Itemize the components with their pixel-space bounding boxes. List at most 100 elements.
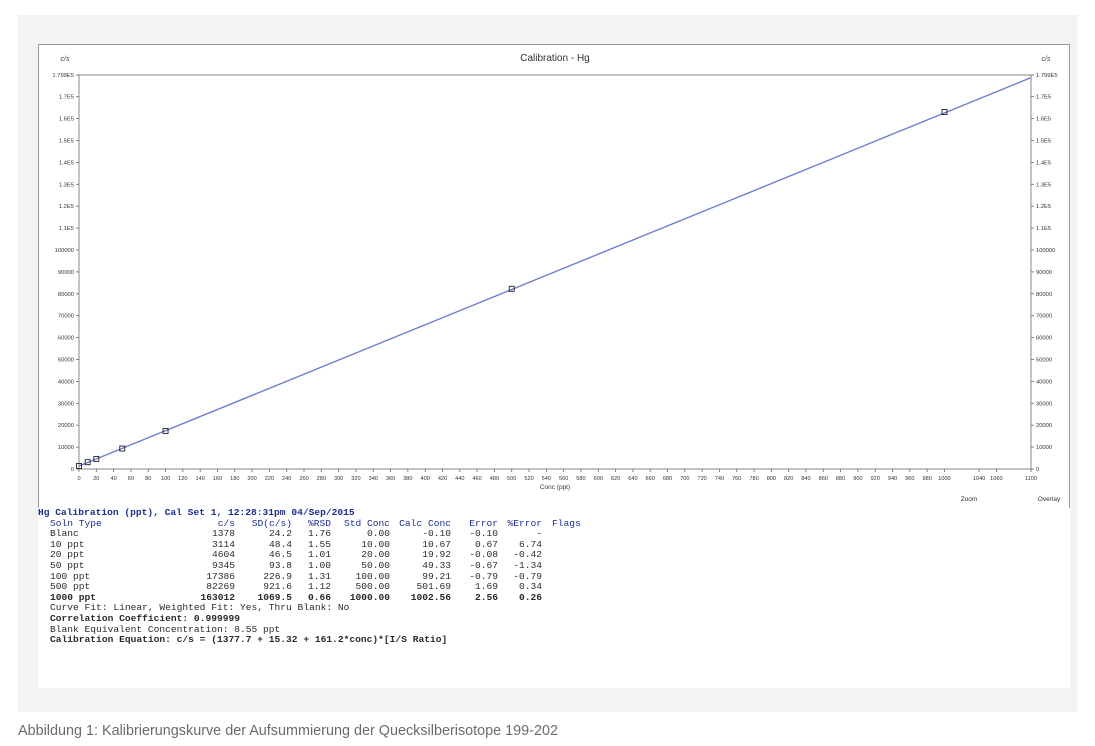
- y-tick-label-left: 50000: [58, 357, 74, 363]
- x-tick-label: 260: [299, 476, 308, 482]
- results-cell: 20.00: [361, 549, 390, 561]
- results-row: 100 ppt 17386 226.9 1.31 100.00 99.21 -0.79 -0.…: [38, 570, 1070, 583]
- results-cell: 1000.00: [349, 591, 390, 603]
- results-cell: 20 ppt: [50, 549, 85, 561]
- results-cell: 500.00: [355, 581, 390, 593]
- results-cell: -0.42: [513, 549, 542, 561]
- calibration-point: [508, 285, 515, 292]
- results-cell: 4604: [211, 549, 235, 561]
- x-tick-label: 1040: [973, 476, 985, 482]
- x-tick-label: 340: [369, 476, 378, 482]
- results-cell: Blanc: [50, 528, 79, 540]
- y-tick-label-right: 1.7E5: [1036, 95, 1051, 101]
- results-cell: 99.21: [422, 570, 451, 582]
- results-cell: 0.26: [518, 591, 542, 603]
- x-tick-label: 840: [801, 476, 810, 482]
- results-row: Blanc 1378 24.2 1.76 0.00 -0.10 -0.10 -: [38, 529, 1070, 540]
- y-tick-label-right: 20000: [1036, 423, 1052, 429]
- x-tick-label: 680: [663, 476, 672, 482]
- y-tick-label-right: 100000: [1036, 248, 1055, 254]
- results-column-header: SD(c/s): [251, 517, 292, 529]
- x-tick-label: 740: [715, 476, 724, 482]
- results-cell: 1.12: [307, 581, 331, 593]
- results-column-header: c/s: [217, 517, 235, 529]
- y-tick-label-right: 50000: [1036, 357, 1052, 363]
- y-tick-label-right: 30000: [1036, 401, 1052, 407]
- results-cell: 0.00: [366, 528, 390, 540]
- results-cell: 1.55: [307, 538, 331, 550]
- results-cell: -0.79: [469, 570, 498, 582]
- x-tick-label: 0: [77, 476, 80, 482]
- y-tick-label-right: 90000: [1036, 270, 1052, 276]
- results-cell: 1.00: [307, 559, 331, 571]
- figure-caption: Abbildung 1: Kalibrierungskurve der Aufs…: [18, 723, 558, 739]
- zoom-button[interactable]: Zoom: [961, 496, 978, 503]
- results-cell: 1002.56: [410, 591, 451, 603]
- results-cell: 93.8: [268, 559, 292, 571]
- x-tick-label: 220: [265, 476, 274, 482]
- x-tick-label: 420: [438, 476, 447, 482]
- results-cell: -0.67: [469, 559, 498, 571]
- results-row: 50 ppt 9345 93.8 1.00 50.00 49.33 -0.67 -1.34: [38, 559, 1070, 572]
- x-tick-label: 400: [421, 476, 430, 482]
- results-row: 1000 ppt 163012 1069.5 0.66 1000.00 1002.56 2.…: [38, 591, 1070, 604]
- y-tick-label-right: 60000: [1036, 336, 1052, 342]
- chart-title: Calibration - Hg: [520, 53, 589, 64]
- x-tick-label: 780: [749, 476, 758, 482]
- y-tick-label-left: 1.4E5: [59, 160, 74, 166]
- results-cell: -: [536, 528, 542, 540]
- y-tick-label-right: 1.6E5: [1036, 117, 1051, 123]
- x-tick-label: 700: [680, 476, 689, 482]
- x-tick-label: 520: [524, 476, 533, 482]
- x-tick-label: 480: [490, 476, 499, 482]
- x-tick-label: 920: [871, 476, 880, 482]
- y-tick-label-right: 1.1E5: [1036, 226, 1051, 232]
- results-cell: -1.34: [513, 559, 542, 571]
- results-cell: 0.67: [474, 538, 498, 550]
- x-tick-label: 100: [161, 476, 170, 482]
- y-tick-label-right: 40000: [1036, 379, 1052, 385]
- calibration-fit-line: [78, 76, 1032, 467]
- x-tick-label: 240: [282, 476, 291, 482]
- overlay-button[interactable]: Overlay: [1038, 496, 1061, 503]
- y-tick-label-left: 1.2E5: [59, 204, 74, 210]
- calibration-point: [119, 445, 126, 452]
- y-tick-label-left: 20000: [58, 423, 74, 429]
- y-tick-label-left: 80000: [58, 292, 74, 298]
- x-tick-label: 760: [732, 476, 741, 482]
- results-cell: -0.10: [469, 528, 498, 540]
- x-tick-label: 540: [542, 476, 551, 482]
- calibration-point: [941, 109, 948, 115]
- y-tick-label-right: 1.799E5: [1036, 73, 1058, 79]
- results-cell: -0.10: [422, 528, 451, 540]
- x-tick-label: 140: [195, 476, 204, 482]
- x-tick-label: 1000: [938, 476, 950, 482]
- results-cell: 24.2: [268, 528, 292, 540]
- x-tick-label: 940: [888, 476, 897, 482]
- results-cell: 50 ppt: [50, 559, 85, 571]
- results-cell: 9345: [211, 559, 235, 571]
- results-cell: 1378: [211, 528, 235, 540]
- x-tick-label: 160: [213, 476, 222, 482]
- y-tick-label-left: 1.1E5: [59, 226, 74, 232]
- results-cell: 50.00: [361, 559, 390, 571]
- calibration-point: [76, 463, 82, 469]
- y-tick-label-left: 90000: [58, 270, 74, 276]
- calibration-equation-text: Calibration Equation: c/s = (1377.7 + 15…: [50, 634, 448, 646]
- x-tick-label: 60: [128, 476, 134, 482]
- x-tick-label: 320: [351, 476, 360, 482]
- results-cell: 1.31: [307, 570, 331, 582]
- y-tick-label-right: 80000: [1036, 292, 1052, 298]
- x-tick-label: 600: [594, 476, 603, 482]
- blank-equivalent-text: Blank Equivalent Concentration: 8.55 ppt: [50, 623, 281, 635]
- results-column-header: %Error: [507, 517, 542, 529]
- results-cell: 163012: [200, 591, 235, 603]
- results-cell: 10 ppt: [50, 538, 85, 550]
- x-axis-label: Conc (ppt): [540, 484, 570, 491]
- results-cell: 1.76: [307, 528, 331, 540]
- results-row: 20 ppt 4604 46.5 1.01 20.00 19.92 -0.08 -0.42: [38, 550, 1070, 561]
- results-cell: 19.92: [422, 549, 451, 561]
- y-tick-label-left: 1.5E5: [59, 138, 74, 144]
- x-tick-label: 40: [111, 476, 117, 482]
- calibration-point: [93, 455, 100, 462]
